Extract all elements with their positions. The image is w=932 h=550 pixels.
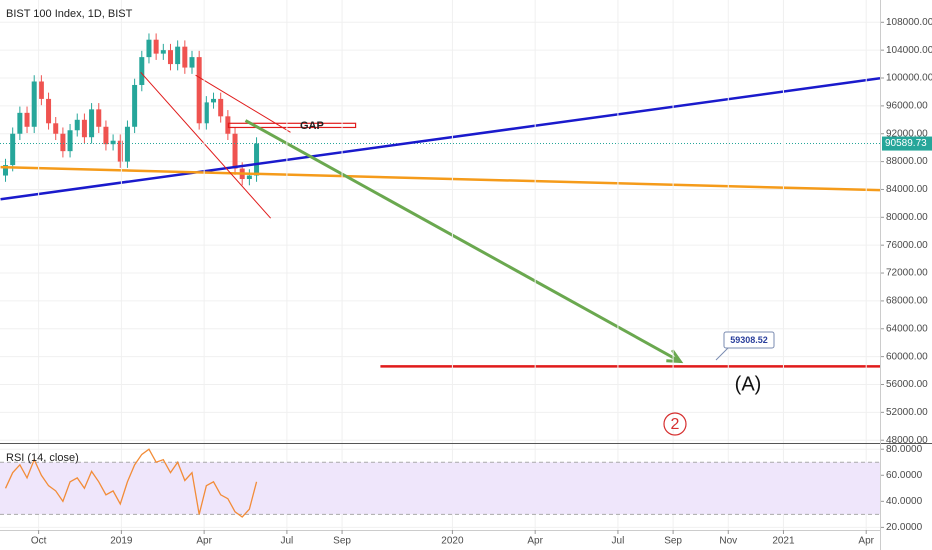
candle-body xyxy=(167,50,173,65)
y-tick-label: 104000.00 xyxy=(886,45,932,56)
candle-body xyxy=(10,133,16,166)
y-tick-label: 108000.00 xyxy=(886,17,932,28)
y-tick-label: 84000.00 xyxy=(886,184,928,195)
y-tick-label: 60.0000 xyxy=(886,470,923,481)
x-tick-label: Apr xyxy=(527,536,543,547)
candle-body xyxy=(81,119,87,138)
callout-pointer xyxy=(715,347,729,361)
y-tick-label: 52000.00 xyxy=(886,407,928,418)
callout-text: 59308.52 xyxy=(730,335,768,345)
candle-body xyxy=(17,112,23,134)
candle-body xyxy=(3,165,9,176)
y-tick-label: 40.0000 xyxy=(886,496,923,507)
y-tick-label: 48000.00 xyxy=(886,435,928,446)
chart-title: BIST 100 Index, 1D, BIST xyxy=(6,8,133,20)
y-tick-label: 96000.00 xyxy=(886,101,928,112)
candle-body xyxy=(96,109,102,127)
candle-body xyxy=(211,98,217,103)
last-price-box xyxy=(882,136,932,151)
candle-body xyxy=(103,126,109,145)
candle-body xyxy=(153,39,159,54)
wave-label: (A) xyxy=(735,373,762,395)
x-tick-label: Jul xyxy=(612,536,625,547)
candle-body xyxy=(203,102,209,124)
callout-box xyxy=(723,331,775,349)
candle-body xyxy=(175,46,181,65)
trend-line xyxy=(0,77,881,201)
y-tick-label: 100000.00 xyxy=(886,73,932,84)
gap-label: GAP xyxy=(300,120,324,132)
x-tick-label: Jul xyxy=(280,536,293,547)
x-tick-label: Nov xyxy=(719,536,737,547)
x-tick-label: Apr xyxy=(858,536,874,547)
x-tick-label: 2020 xyxy=(441,536,464,547)
wave-number: 2 xyxy=(671,416,680,433)
y-tick-label: 92000.00 xyxy=(886,128,928,139)
candle-body xyxy=(232,133,238,169)
candle-body xyxy=(254,143,260,176)
candle-body xyxy=(110,140,116,145)
trend-line xyxy=(244,119,682,363)
candle-body xyxy=(246,175,252,180)
x-tick-label: Sep xyxy=(664,536,682,547)
candle-body xyxy=(74,119,80,131)
y-tick-label: 64000.00 xyxy=(886,323,928,334)
y-tick-label: 60000.00 xyxy=(886,351,928,362)
y-tick-label: 68000.00 xyxy=(886,296,928,307)
arrow-head xyxy=(666,349,684,364)
rsi-line xyxy=(4,448,258,518)
candle-body xyxy=(38,81,44,99)
x-tick-label: Apr xyxy=(196,536,212,547)
candle-body xyxy=(132,84,138,127)
candle-body xyxy=(67,130,73,152)
candle-body xyxy=(89,109,95,138)
candle-body xyxy=(24,112,30,127)
candle-body xyxy=(124,126,130,162)
x-tick-label: Oct xyxy=(31,536,47,547)
candle-body xyxy=(182,46,188,68)
candle-body xyxy=(46,98,52,124)
price-callout: 59308.52 xyxy=(715,331,775,361)
trend-line xyxy=(140,71,271,219)
candle-body xyxy=(189,57,195,68)
x-tick-label: 2019 xyxy=(110,536,133,547)
y-tick-label: 56000.00 xyxy=(886,379,928,390)
gap-box xyxy=(227,122,357,129)
trend-line xyxy=(0,165,881,192)
candle-body xyxy=(160,50,166,54)
candle-body xyxy=(196,57,202,124)
wave-circle xyxy=(663,412,687,436)
rsi-band xyxy=(0,462,880,515)
last-price-label: 90589.73 xyxy=(885,138,927,149)
y-tick-label: 80.0000 xyxy=(886,444,923,455)
candle-body xyxy=(146,39,152,58)
y-tick-label: 20.0000 xyxy=(886,522,923,533)
candle-body xyxy=(31,81,37,127)
plot-layer: 90589.73 xyxy=(0,0,932,530)
y-tick-label: 72000.00 xyxy=(886,268,928,279)
y-tick-label: 76000.00 xyxy=(886,240,928,251)
candle-body xyxy=(218,98,224,117)
rsi-title: RSI (14, close) xyxy=(6,452,79,464)
candle-body xyxy=(53,123,59,134)
y-tick-label: 88000.00 xyxy=(886,156,928,167)
trend-line xyxy=(195,74,291,133)
candle-body xyxy=(139,57,145,85)
x-tick-label: 2021 xyxy=(772,536,795,547)
candle-body xyxy=(117,140,123,162)
x-tick-label: Sep xyxy=(333,536,351,547)
candle-body xyxy=(60,133,66,152)
y-tick-label: 80000.00 xyxy=(886,212,928,223)
